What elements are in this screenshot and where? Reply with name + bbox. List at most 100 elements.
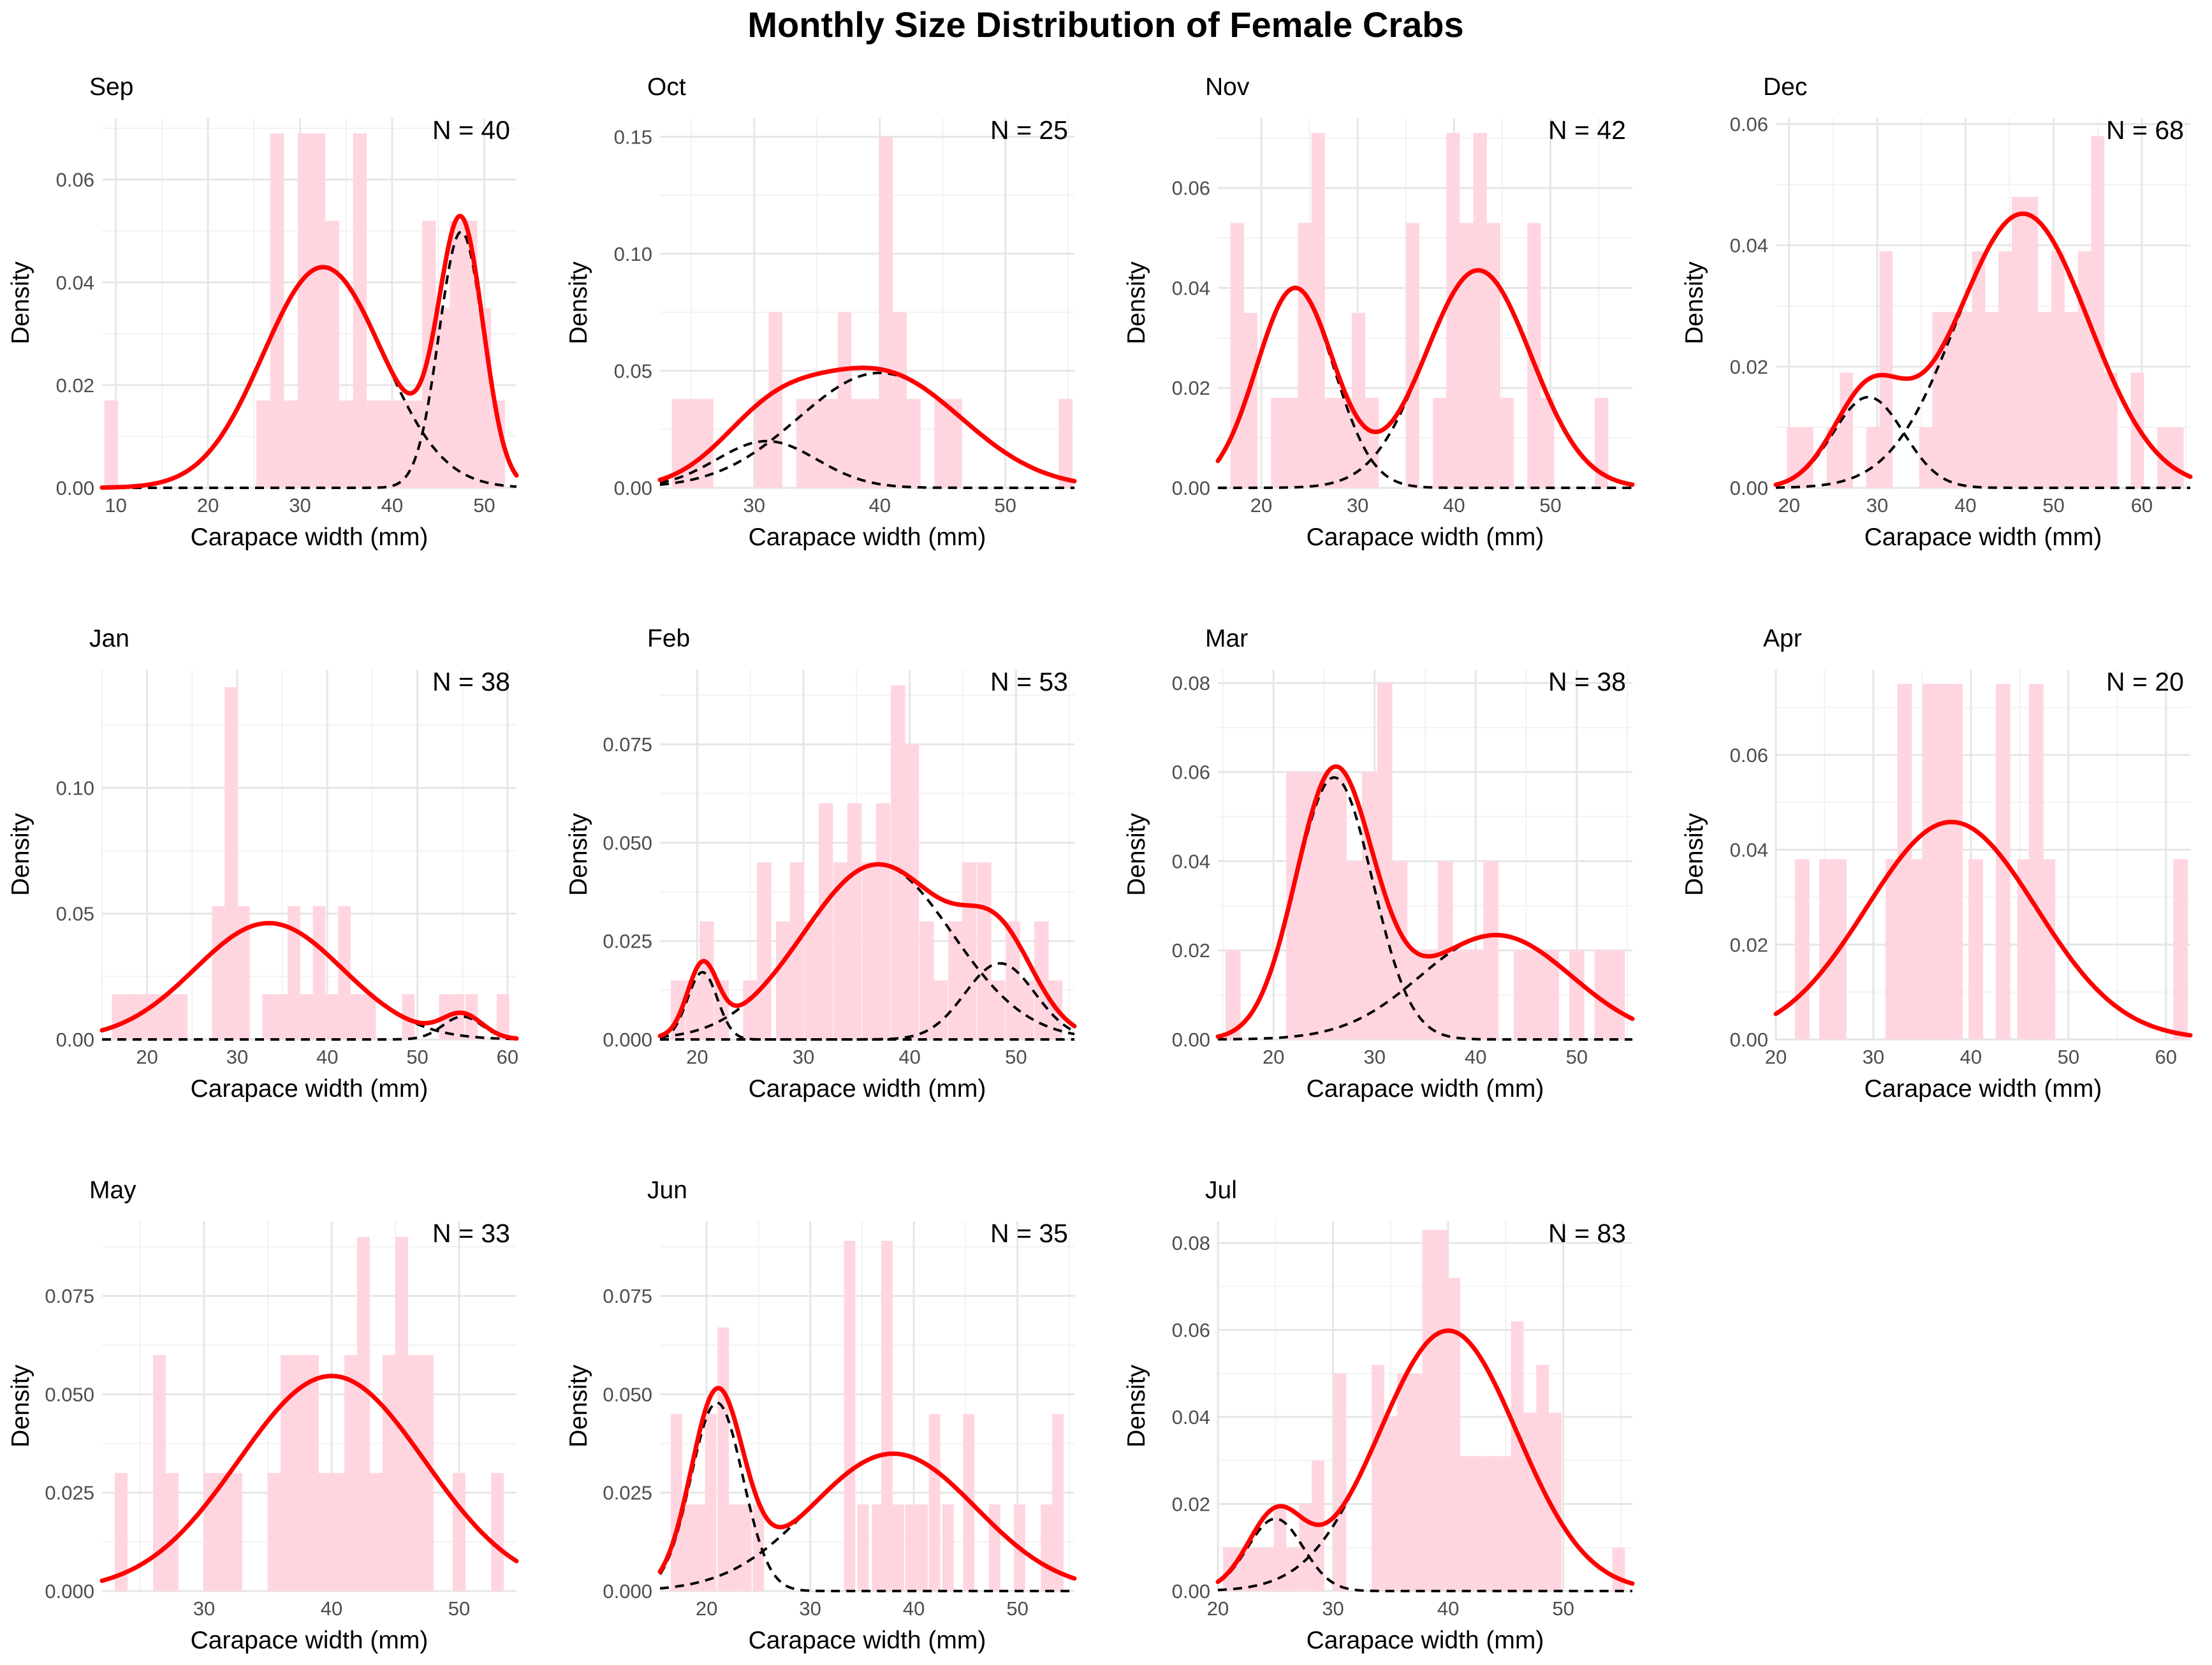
histogram-bar [394,400,409,488]
histogram-bar [1396,1373,1410,1591]
histogram-bar [754,399,769,488]
histogram-bar [367,400,381,488]
y-axis-label: Density [7,812,34,896]
histogram-bar [1243,312,1257,488]
histogram-bar [1347,861,1362,1039]
sample-size-label: N = 38 [1548,667,1626,696]
y-tick-label: 0.10 [614,243,652,265]
histogram-bar [2170,427,2184,488]
histogram-bar [907,399,921,488]
mixture-fit-curve [1215,764,1635,1039]
histogram-bar [865,399,879,488]
histogram-bar [1945,312,1959,488]
histogram-bar [2038,312,2052,488]
y-tick-label: 0.000 [603,1580,652,1603]
histogram-bar [451,994,465,1039]
histogram-bar [1787,427,1801,488]
y-tick-label: 0.08 [1172,1232,1210,1254]
histogram-bar [2040,859,2056,1039]
component-density-curve [659,971,1074,1041]
histogram-bar [1377,682,1393,1039]
histogram-bar [256,400,270,488]
x-tick-label: 50 [1005,1046,1027,1068]
histogram-bar [1338,397,1352,488]
histogram-bar [357,1236,370,1591]
histogram-bar [1423,950,1438,1039]
histogram-bar [1612,1547,1625,1591]
histogram-bar [344,1354,357,1591]
facet-panels: 10 20 30 40 50 0.00 0.02 0.04 0.06 Carapace width… [7,73,2193,1654]
histogram-bar [496,994,509,1039]
histogram-bar [988,1504,1000,1591]
histogram-bar [1261,1547,1274,1591]
histogram-bar [137,994,150,1039]
x-tick-label: 30 [1363,1046,1385,1068]
histogram-bar [1405,223,1419,488]
histogram-bar [833,862,848,1039]
histogram-bar [729,1504,740,1591]
x-tick-label: 30 [793,1046,814,1068]
histogram-bar [275,994,288,1039]
x-axis-label: Carapace width (mm) [1307,1075,1544,1103]
histogram-bar [942,1504,954,1591]
histogram-bar [1468,950,1484,1039]
histogram-bar [1284,397,1298,488]
facet-title: Jun [647,1177,687,1204]
mixture-fit-curve [1773,211,2193,487]
histogram-bar [1298,223,1312,488]
histogram-bar [705,1414,717,1591]
histogram-bar [1800,427,1813,488]
y-tick-label: 0.04 [1730,235,1768,257]
histogram-bar [916,1504,928,1591]
histogram-bar [1041,1504,1053,1591]
x-tick-label: 30 [743,494,765,517]
component-density-curve [1217,287,1632,489]
histogram-bar [453,1472,465,1591]
panel-apr-histogram [1794,684,2188,1039]
facet-title: Apr [1763,625,1802,652]
histogram-bar [805,921,819,1039]
x-tick-label: 40 [381,494,403,517]
facet-title: Sep [89,73,133,101]
histogram-bar [1958,312,1972,488]
panel-mar-histogram [1225,682,1625,1039]
histogram-bar [262,994,275,1039]
histogram-bar [1230,223,1244,488]
x-tick-label: 40 [1954,494,1976,517]
y-tick-label: 0.06 [1172,177,1210,200]
x-tick-label: 20 [1765,1046,1787,1068]
panel-nov: 20 30 40 50 0.00 0.02 0.04 0.06 Carapace width (… [1123,73,1635,551]
x-axis-label: Carapace width (mm) [1307,1627,1544,1654]
histogram-bar [1422,1229,1435,1591]
y-tick-label: 0.02 [56,374,94,397]
x-tick-label: 60 [2131,494,2153,517]
histogram-bar [2064,312,2078,488]
histogram-bar [1473,133,1487,488]
histogram-bar [1058,399,1073,488]
histogram-bar [1361,772,1377,1039]
sample-size-label: N = 40 [432,115,510,145]
x-tick-label: 50 [448,1597,470,1620]
x-tick-label: 50 [2058,1046,2079,1068]
y-tick-label: 0.08 [1172,672,1210,694]
histogram-bar [837,312,852,488]
histogram-bar [2051,251,2065,488]
histogram-bar [230,1472,242,1591]
y-tick-label: 0.025 [603,930,652,953]
histogram-bar [2028,684,2044,1039]
panel-apr: 20 30 40 50 60 0.00 0.02 0.04 0.06 Carapace width… [1681,625,2193,1103]
histogram-bar [288,906,300,1039]
x-tick-label: 30 [1866,494,1888,517]
y-tick-label: 0.00 [56,477,94,499]
histogram-bar [1549,1412,1562,1591]
x-tick-label: 30 [226,1046,248,1068]
panel-jul-major-grid [1217,1221,1632,1592]
histogram-bar [224,687,237,1039]
histogram-bar [319,1472,332,1591]
x-axis-label: Carapace width (mm) [1307,524,1544,551]
x-tick-label: 50 [1566,1046,1588,1068]
mixture-fit-curve [657,1386,1077,1581]
histogram-bar [743,980,758,1039]
sample-size-label: N = 68 [2106,115,2184,145]
